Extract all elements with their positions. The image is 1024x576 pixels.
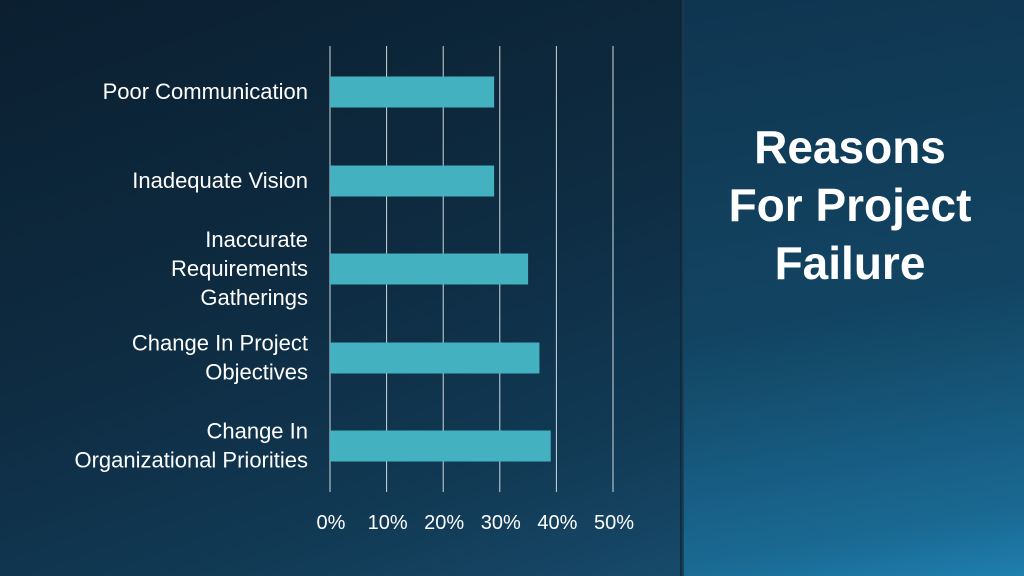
bar	[330, 76, 495, 108]
category-label-line: Inaccurate	[205, 227, 308, 252]
bar	[330, 165, 495, 197]
bars	[330, 76, 551, 462]
category-label-line: Change In	[206, 419, 308, 444]
x-tick-label: 20%	[424, 512, 464, 534]
x-tick-labels: 0% 10% 20% 30% 40% 50%	[317, 512, 635, 534]
category-label-line: Organizational Priorities	[74, 448, 308, 473]
x-tick-label: 0%	[317, 512, 346, 534]
category-label-line: Gatherings	[200, 285, 308, 310]
bar	[330, 430, 551, 462]
category-label-line: Change In Project	[132, 331, 308, 356]
category-label: Inadequate Vision	[132, 168, 308, 193]
category-labels: Poor Communication Inadequate Vision Inacc…	[74, 79, 308, 473]
x-tick-label: 40%	[537, 512, 577, 534]
panel-divider	[680, 0, 684, 576]
bar	[330, 253, 529, 285]
x-tick-label: 30%	[481, 512, 521, 534]
category-label: Change In Organizational Priorities	[74, 419, 308, 473]
x-tick-label: 50%	[594, 512, 634, 534]
category-label-line: Poor Communication	[103, 79, 308, 104]
category-label: Inaccurate Requirements Gatherings	[171, 227, 308, 310]
category-label-line: Requirements	[171, 256, 308, 281]
x-tick-label: 10%	[368, 512, 408, 534]
category-label-line: Inadequate Vision	[132, 168, 308, 193]
category-label: Change In Project Objectives	[132, 331, 308, 385]
category-label-line: Objectives	[205, 360, 308, 385]
slide-title: Reasons For Project Failure	[728, 121, 972, 289]
title-panel	[684, 0, 1024, 576]
bar	[330, 342, 540, 374]
category-label: Poor Communication	[103, 79, 308, 104]
